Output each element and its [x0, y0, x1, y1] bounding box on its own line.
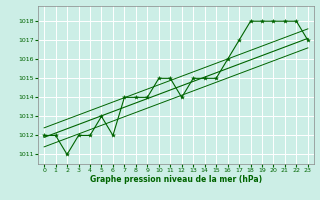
- X-axis label: Graphe pression niveau de la mer (hPa): Graphe pression niveau de la mer (hPa): [90, 175, 262, 184]
